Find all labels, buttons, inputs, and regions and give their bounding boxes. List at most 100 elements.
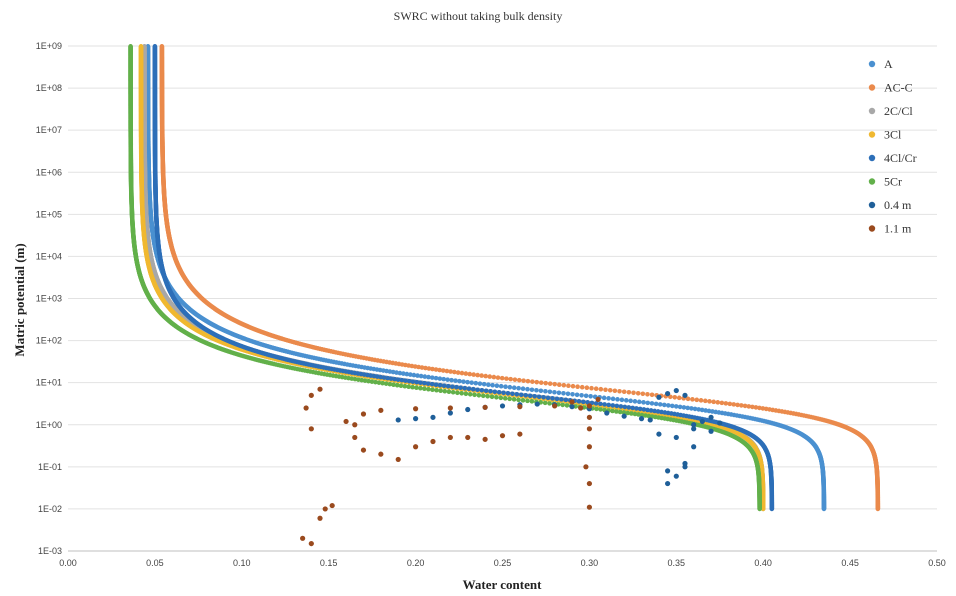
y-tick-label: 1E+02 <box>36 336 62 346</box>
data-point <box>459 391 464 396</box>
data-point <box>724 401 729 406</box>
data-point <box>486 382 491 387</box>
data-point <box>611 397 616 402</box>
data-point <box>550 396 555 401</box>
data-point <box>641 391 646 396</box>
data-point <box>449 378 454 383</box>
data-point <box>530 387 535 392</box>
y-tick-label: 1E+04 <box>36 251 62 261</box>
data-point <box>577 399 582 404</box>
data-point <box>584 394 589 399</box>
data-point <box>539 380 544 385</box>
data-point <box>482 382 487 387</box>
data-point <box>711 400 716 405</box>
data-point <box>615 397 620 402</box>
data-point <box>541 395 546 400</box>
data-point <box>153 44 158 49</box>
data-point <box>543 381 548 386</box>
data-point <box>512 397 517 402</box>
data-point <box>479 373 484 378</box>
data-point <box>455 390 460 395</box>
x-tick-label: 0.40 <box>754 558 772 568</box>
data-point <box>426 387 431 392</box>
data-point <box>715 400 720 405</box>
series-ac-c <box>160 44 881 511</box>
data-point <box>507 397 512 402</box>
data-point <box>598 407 603 412</box>
data-point <box>588 394 593 399</box>
data-point <box>438 383 443 388</box>
data-point <box>614 409 619 414</box>
data-point <box>461 379 466 384</box>
data-point <box>469 380 474 385</box>
data-point <box>525 399 530 404</box>
data-point <box>623 405 628 410</box>
data-point <box>579 393 584 398</box>
data-point <box>496 375 501 380</box>
x-tick-labels: 0.00 0.05 0.10 0.15 0.20 0.25 0.30 0.35 0.40 0.45… <box>59 558 946 568</box>
data-point <box>458 385 463 390</box>
data-point <box>503 396 508 401</box>
data-point <box>512 385 517 390</box>
data-point <box>539 388 544 393</box>
data-point <box>490 383 495 388</box>
data-point <box>438 388 443 393</box>
data-point <box>488 389 493 394</box>
data-point <box>650 401 655 406</box>
data-point <box>548 381 553 386</box>
chart-title: SWRC without taking bulk density <box>394 9 563 23</box>
data-point <box>626 405 631 410</box>
data-point <box>677 396 682 401</box>
series-3cl <box>139 44 766 511</box>
series-2c-cl <box>142 44 765 511</box>
data-point <box>479 388 484 393</box>
data-point <box>547 401 552 406</box>
data-point <box>594 407 599 412</box>
y-tick-label: 1E-03 <box>38 546 62 556</box>
data-point <box>543 389 548 394</box>
data-point <box>471 372 476 377</box>
data-point <box>598 402 603 407</box>
data-point <box>446 384 451 389</box>
data-point <box>521 378 526 383</box>
data-point <box>731 402 736 407</box>
data-point <box>445 377 450 382</box>
data-point <box>472 392 477 397</box>
data-point <box>497 390 502 395</box>
data-point <box>487 374 492 379</box>
x-tick-label: 0.45 <box>841 558 859 568</box>
data-point <box>622 389 627 394</box>
x-tick-label: 0.20 <box>407 558 425 568</box>
x-tick-label: 0.05 <box>146 558 164 568</box>
data-point <box>728 402 733 407</box>
data-point <box>430 387 435 392</box>
x-tick-label: 0.35 <box>668 558 686 568</box>
data-point <box>494 395 499 400</box>
data-point <box>525 387 530 392</box>
data-point <box>530 379 535 384</box>
data-point <box>602 402 607 407</box>
data-point <box>523 393 528 398</box>
data-point <box>630 406 635 411</box>
data-point <box>628 399 633 404</box>
data-point <box>515 392 520 397</box>
y-tick-label: 1E+05 <box>36 209 62 219</box>
data-point <box>666 403 671 408</box>
y-tick-label: 1E+03 <box>36 294 62 304</box>
series-4cl-cr <box>153 44 775 511</box>
data-point <box>453 378 458 383</box>
data-point <box>548 389 553 394</box>
data-point <box>521 386 526 391</box>
data-point <box>557 390 562 395</box>
data-point <box>532 394 537 399</box>
data-point <box>694 398 699 403</box>
data-point <box>589 386 594 391</box>
grid-lines <box>68 46 937 551</box>
data-point <box>506 391 511 396</box>
data-point <box>462 386 467 391</box>
data-point <box>484 388 489 393</box>
data-point <box>620 398 625 403</box>
data-point <box>534 388 539 393</box>
data-point <box>674 404 679 409</box>
